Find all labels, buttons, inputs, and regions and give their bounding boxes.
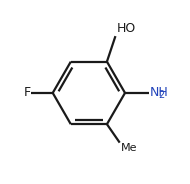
Text: 2: 2 (159, 90, 165, 100)
Text: HO: HO (117, 22, 136, 36)
Text: Me: Me (120, 143, 137, 153)
Text: NH: NH (150, 86, 169, 99)
Text: F: F (24, 86, 31, 99)
